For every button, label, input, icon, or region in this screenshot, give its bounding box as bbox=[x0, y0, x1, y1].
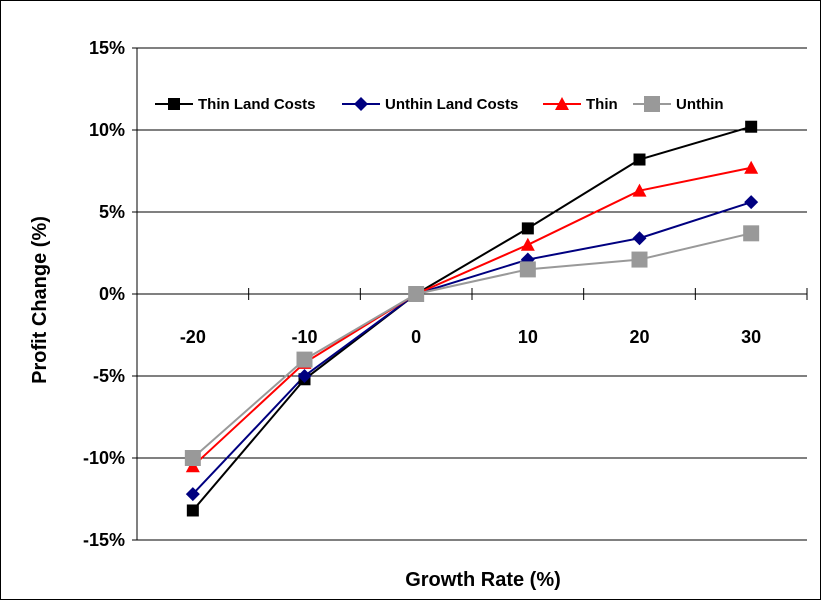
x-axis-title: Growth Rate (%) bbox=[405, 569, 561, 591]
series-markers bbox=[184, 120, 760, 517]
data-point bbox=[186, 504, 199, 517]
y-tick-label: 10% bbox=[89, 120, 125, 140]
data-point bbox=[521, 222, 534, 235]
y-tick-label: -10% bbox=[83, 448, 125, 468]
data-point bbox=[185, 487, 200, 502]
y-tick-label: -15% bbox=[83, 530, 125, 550]
data-point bbox=[632, 231, 647, 246]
data-point bbox=[744, 160, 759, 174]
data-point bbox=[633, 153, 646, 166]
legend-marker bbox=[644, 96, 660, 112]
data-point bbox=[744, 195, 759, 210]
series-line bbox=[192, 125, 752, 512]
y-tick-label: 5% bbox=[99, 202, 125, 222]
legend-label: Unthin bbox=[676, 96, 723, 113]
x-tick-label: 0 bbox=[411, 327, 421, 347]
legend-marker bbox=[168, 98, 180, 110]
series-line bbox=[192, 232, 752, 459]
series-line bbox=[192, 166, 752, 467]
legend-marker bbox=[555, 97, 569, 110]
series-lines bbox=[192, 125, 752, 512]
data-point bbox=[632, 183, 647, 197]
data-point bbox=[520, 237, 535, 251]
data-point bbox=[745, 120, 758, 133]
axes bbox=[132, 47, 808, 541]
y-tick-label: 0% bbox=[99, 284, 125, 304]
legend-marker bbox=[354, 97, 368, 111]
legend-label: Thin bbox=[586, 96, 618, 113]
x-axis-tick-labels: -20 -10 0 10 20 30 bbox=[180, 327, 761, 347]
y-axis-title: Profit Change (%) bbox=[29, 216, 51, 384]
data-point bbox=[297, 369, 312, 383]
x-tick-label: -10 bbox=[291, 327, 317, 347]
x-tick-label: 10 bbox=[518, 327, 538, 347]
data-point bbox=[743, 225, 760, 242]
data-point bbox=[184, 450, 201, 466]
series-line bbox=[192, 201, 752, 495]
legend-label: Thin Land Costs bbox=[198, 96, 316, 113]
data-point bbox=[519, 261, 536, 278]
y-tick-label: -5% bbox=[93, 366, 125, 386]
y-tick-label: 15% bbox=[89, 38, 125, 58]
gridlines bbox=[137, 47, 807, 541]
legend-label: Unthin Land Costs bbox=[385, 96, 518, 113]
x-tick-label: 20 bbox=[629, 327, 649, 347]
y-axis-tick-labels: 15% 10% 5% 0% -5% -10% -15% bbox=[83, 38, 125, 550]
x-tick-label: -20 bbox=[180, 327, 206, 347]
x-tick-label: 30 bbox=[741, 327, 761, 347]
data-point bbox=[296, 351, 313, 368]
legend: Thin Land Costs Unthin Land Costs Thin Unth… bbox=[155, 96, 723, 113]
data-point bbox=[631, 251, 648, 268]
data-point bbox=[408, 286, 425, 302]
